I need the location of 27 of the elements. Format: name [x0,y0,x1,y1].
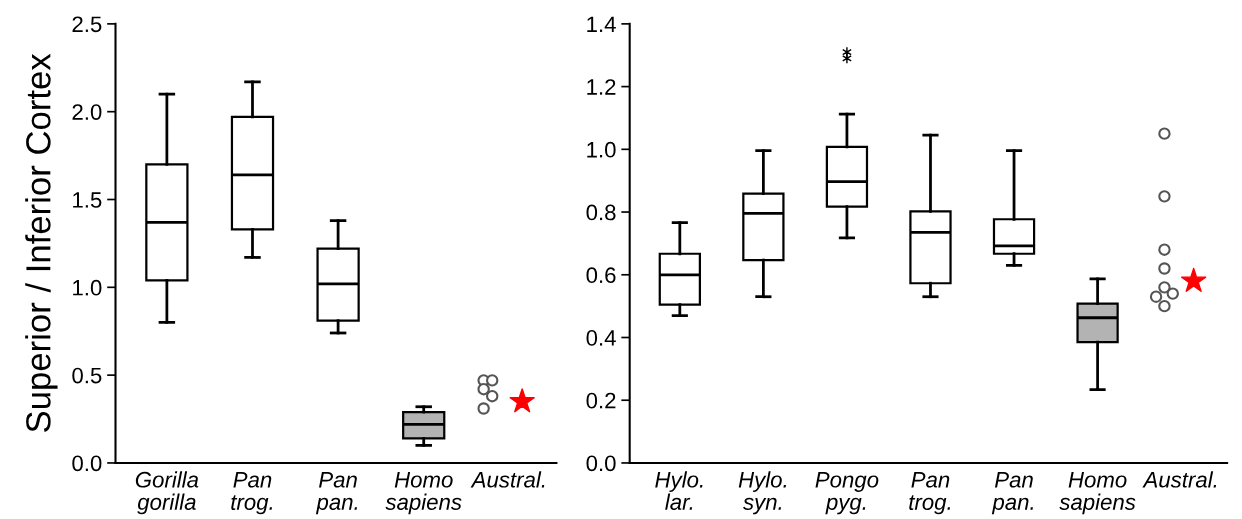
x-tick-label: Austral. [470,471,545,488]
x-tick-label: Hylo. syn. [738,471,786,515]
x-tick-label: Homo sapiens [385,472,462,515]
y-tick-label: 1.4 [587,16,616,32]
x-tick-label: Pan trog. [909,472,950,515]
y-tick-label: 0.4 [586,330,616,346]
y-tick-label: 2.0 [72,104,102,120]
y-tick-label: 0.2 [586,392,616,409]
x-tick-label: Austral. [1142,471,1217,488]
y-tick-label: 0.5 [72,367,102,384]
y-tick-label: 1.0 [73,279,102,296]
y-tick-label: 0.8 [586,204,616,221]
x-tick-label: Pongo pyg. [815,472,879,515]
x-tick-label: Pan pan. [315,472,358,515]
x-tick-label: Gorilla gorilla [135,471,199,515]
y-tick-label: 1.5 [73,192,102,208]
y-tick-label: 2.5 [72,16,102,33]
y-tick-label: 0.0 [586,455,616,472]
x-tick-label: Pan pan. [991,472,1033,515]
x-tick-label: Homo sapiens [1059,472,1136,515]
y-tick-label: 0.0 [72,455,102,472]
x-tick-label: Hylo. lar. [655,471,703,510]
y-tick-label: 0.6 [586,267,616,284]
y-tick-label: 1.2 [587,79,616,95]
y-tick-label: 1.0 [587,141,616,158]
x-tick-label: Pan trog. [231,472,272,515]
y-axis-title: Superior / Inferior Cortex [25,53,58,432]
